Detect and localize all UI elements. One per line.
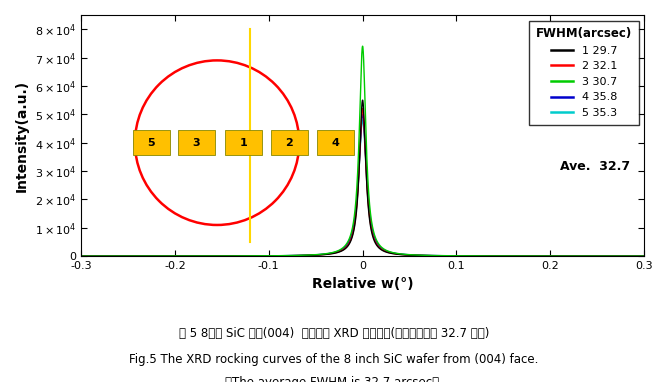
- FancyBboxPatch shape: [224, 130, 262, 155]
- Text: 1: 1: [240, 138, 247, 148]
- Legend: 1 29.7, 2 32.1, 3 30.7, 4 35.8, 5 35.3: 1 29.7, 2 32.1, 3 30.7, 4 35.8, 5 35.3: [529, 21, 639, 125]
- Text: 3: 3: [192, 138, 200, 148]
- X-axis label: Relative w(°): Relative w(°): [312, 277, 413, 291]
- FancyBboxPatch shape: [132, 130, 170, 155]
- FancyBboxPatch shape: [271, 130, 308, 155]
- Text: Ave.  32.7: Ave. 32.7: [560, 160, 630, 173]
- FancyBboxPatch shape: [178, 130, 215, 155]
- Text: （The average FWHM is 32.7 arcsec）.: （The average FWHM is 32.7 arcsec）.: [225, 376, 443, 382]
- FancyBboxPatch shape: [317, 130, 354, 155]
- Text: 2: 2: [285, 138, 293, 148]
- Text: Fig.5 The XRD rocking curves of the 8 inch SiC wafer from (004) face.: Fig.5 The XRD rocking curves of the 8 in…: [130, 353, 538, 366]
- Text: 5: 5: [148, 138, 155, 148]
- Text: 4: 4: [331, 138, 339, 148]
- Text: 图 5 8英寸 SiC 衬底(004)  面高分辨 XRD 摇摇曲线(半峰宽平均値 32.7 弧秒): 图 5 8英寸 SiC 衬底(004) 面高分辨 XRD 摇摇曲线(半峰宽平均値…: [179, 327, 489, 340]
- Y-axis label: Intensity(a.u.): Intensity(a.u.): [15, 79, 29, 192]
